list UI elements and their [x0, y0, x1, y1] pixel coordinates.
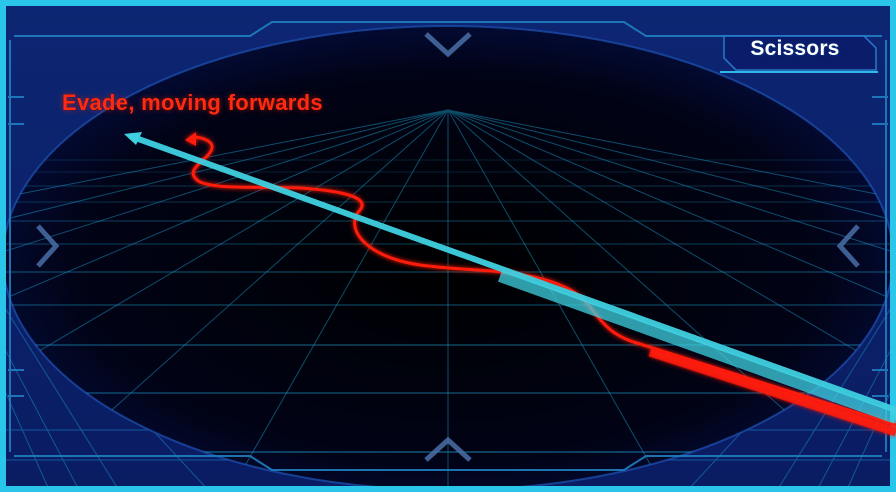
frame-details [8, 21, 888, 471]
direct-path [124, 132, 896, 424]
chevron-right-icon [836, 224, 860, 268]
arena-oval [3, 26, 893, 490]
chevron-left-icon [36, 224, 60, 268]
title-badge [720, 35, 878, 73]
chevron-down-icon [424, 32, 472, 58]
move-caption: Evade, moving forwards [62, 90, 323, 115]
chevron-up-icon [424, 436, 472, 462]
stage-title: Scissors [750, 37, 840, 60]
